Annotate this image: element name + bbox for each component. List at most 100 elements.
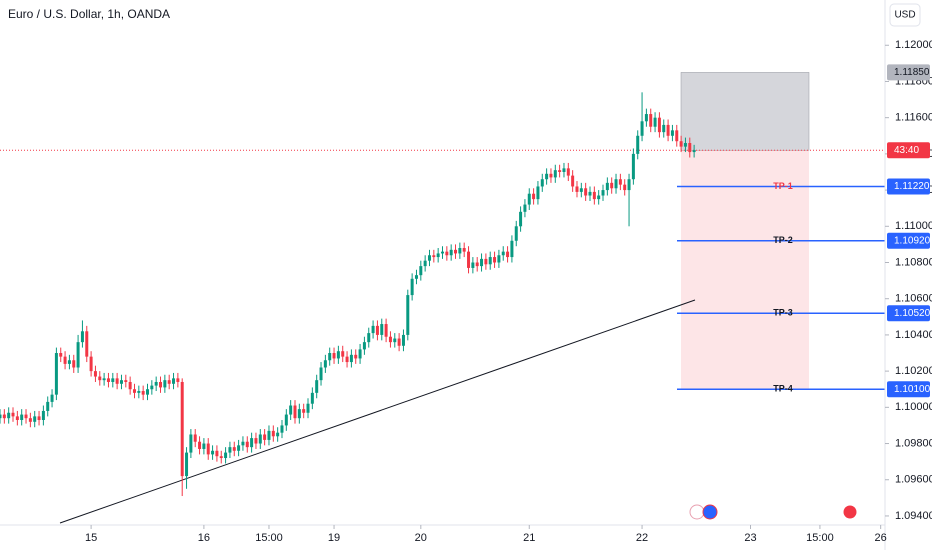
position-boxes: TP-1 TP-2 TP-3 TP-4 xyxy=(0,72,885,394)
candle-body xyxy=(293,405,297,419)
candle-body xyxy=(380,324,384,335)
candle-body xyxy=(202,443,206,449)
candle-body xyxy=(146,389,149,395)
candle-body xyxy=(636,135,640,154)
candle-body xyxy=(115,378,119,384)
candle-body xyxy=(59,353,63,357)
candle-body xyxy=(172,378,176,384)
candle-body xyxy=(644,114,648,122)
candle-body xyxy=(215,450,219,457)
candle-body xyxy=(20,414,24,420)
candle-body xyxy=(540,179,544,187)
x-tick-label: 15:00 xyxy=(806,532,834,544)
candle-body xyxy=(276,432,280,437)
event-icon[interactable] xyxy=(702,504,718,520)
candle-body xyxy=(319,367,323,381)
event-icon[interactable] xyxy=(842,504,858,520)
chart-title: Euro / U.S. Dollar, 1h, OANDA xyxy=(8,7,170,21)
candle-body xyxy=(605,182,609,191)
x-tick-label: 15 xyxy=(85,532,97,544)
target-zone xyxy=(681,150,809,390)
candle-body xyxy=(336,351,340,359)
candle-body xyxy=(154,381,158,386)
candle-body xyxy=(50,394,54,402)
candle-body xyxy=(618,179,622,185)
candle-body xyxy=(271,430,275,437)
y-tick-label: 1.10200 xyxy=(895,365,932,377)
candle-body xyxy=(263,434,267,440)
candles xyxy=(0,92,696,497)
candle-body xyxy=(315,380,319,393)
candle-body xyxy=(150,385,154,390)
candle-body xyxy=(549,173,553,178)
candle-body xyxy=(501,251,505,256)
y-tick-label: 1.10400 xyxy=(895,329,932,341)
x-tick-label: 16 xyxy=(198,532,210,544)
currency[interactable]: USD xyxy=(894,10,915,21)
candle-body xyxy=(106,378,110,382)
candle-body xyxy=(189,434,193,453)
candle-body xyxy=(250,438,254,448)
candle-body xyxy=(163,380,167,388)
candle-body xyxy=(206,443,210,455)
candle-body xyxy=(228,447,232,453)
candle-body xyxy=(375,325,379,335)
candle-body xyxy=(545,173,549,180)
candle-body xyxy=(571,175,575,187)
candle-body xyxy=(406,295,410,335)
target-price-label-bg xyxy=(887,178,930,195)
candle-body xyxy=(597,195,601,200)
event-icon[interactable] xyxy=(689,504,705,520)
candle-body xyxy=(384,324,388,337)
candle-body xyxy=(15,416,19,420)
candle-body xyxy=(167,380,171,384)
candle-body xyxy=(2,414,6,419)
candle-body xyxy=(510,240,514,258)
candle-body xyxy=(111,378,115,382)
candle-body xyxy=(653,117,657,127)
candle-body xyxy=(306,403,310,413)
candle-body xyxy=(588,191,592,196)
candle-body xyxy=(631,153,635,180)
candle-body xyxy=(176,378,180,382)
y-tick-label: 1.09600 xyxy=(895,474,932,486)
candle-body xyxy=(362,342,366,350)
candle-body xyxy=(423,260,427,267)
candle-body xyxy=(484,258,488,265)
candle-body xyxy=(471,262,475,268)
candle-body xyxy=(675,130,679,142)
candle-body xyxy=(480,258,484,267)
candle-body xyxy=(427,255,431,261)
candle-body xyxy=(662,124,666,133)
candle-body xyxy=(11,412,15,417)
target-name: TP-3 xyxy=(773,308,793,318)
candle-body xyxy=(614,179,618,189)
candle-body xyxy=(193,434,197,442)
candle-body xyxy=(519,211,523,227)
y-tick-label: 1.10600 xyxy=(895,293,932,305)
target-name: TP-1 xyxy=(773,181,793,191)
candle-body xyxy=(245,441,249,448)
candle-body xyxy=(683,143,687,147)
y-tick-label: 1.12000 xyxy=(895,39,932,51)
candle-body xyxy=(475,262,479,267)
candle-body xyxy=(241,441,245,446)
candle-body xyxy=(323,360,327,368)
candle-body xyxy=(649,114,653,127)
candle-body xyxy=(640,121,644,136)
candle-body xyxy=(441,251,444,254)
candle-body xyxy=(497,255,501,263)
y-tick-label: 1.11000 xyxy=(895,220,932,232)
x-tick-label: 21 xyxy=(523,532,535,544)
candle-body xyxy=(289,405,293,415)
plot-area: TP-1 TP-2 TP-3 TP-4 xyxy=(0,72,885,524)
currency-box[interactable] xyxy=(889,3,921,27)
candle-body xyxy=(302,409,306,413)
x-tick-label: 19 xyxy=(328,532,340,544)
trend-line xyxy=(59,299,696,524)
candle-body xyxy=(449,249,453,256)
candle-body xyxy=(80,331,84,343)
target-price-label: 1.10100 xyxy=(894,384,931,395)
